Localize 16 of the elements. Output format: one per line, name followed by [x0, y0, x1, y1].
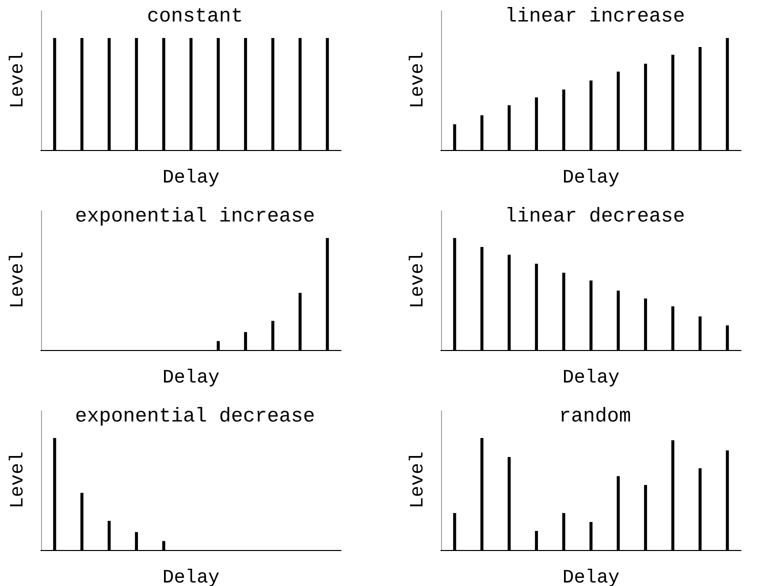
x-axis-title: Delay	[162, 366, 220, 388]
y-axis-title: Level	[406, 251, 428, 309]
x-axis-title: Delay	[562, 166, 620, 188]
x-axis-title: Delay	[162, 166, 220, 188]
chart-title: random	[558, 406, 632, 428]
y-axis-title: Level	[406, 51, 428, 109]
y-axis-title: Level	[6, 251, 28, 309]
y-axis-title: Level	[6, 451, 28, 509]
chart-title: exponential decrease	[74, 406, 316, 428]
chart-title: linear decrease	[504, 206, 686, 228]
chart-title: linear increase	[504, 6, 686, 28]
chart-title: exponential increase	[74, 206, 316, 228]
x-axis-title: Delay	[562, 366, 620, 388]
y-axis-title: Level	[406, 451, 428, 509]
chart-title: constant	[146, 6, 244, 28]
y-axis-title: Level	[6, 51, 28, 109]
